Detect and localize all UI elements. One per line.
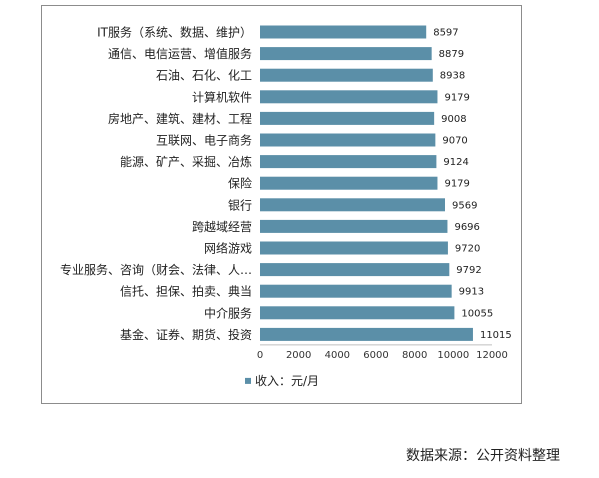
bar: [260, 68, 433, 82]
category-label: 能源、矿产、采掘、冶炼: [120, 154, 252, 169]
x-axis: 0 2000 4000 6000 8000 10000 12000: [257, 344, 508, 361]
data-label: 9008: [441, 114, 466, 125]
legend-swatch: [245, 377, 251, 384]
x-tick-label: 4000: [325, 350, 350, 361]
bar: [260, 241, 448, 255]
bar: [260, 198, 446, 212]
category-label: 计算机软件: [192, 89, 252, 104]
data-label: 8597: [433, 28, 458, 39]
data-label: 9070: [442, 136, 467, 147]
data-label: 10055: [461, 308, 493, 319]
data-label: 9720: [455, 244, 480, 255]
bar: [260, 284, 452, 298]
bar: [260, 25, 427, 39]
legend-label: 收入：元/月: [255, 374, 319, 388]
category-label: 基金、证券、期货、投资: [120, 327, 252, 342]
data-label: 11015: [480, 330, 512, 341]
data-label: 9792: [456, 265, 481, 276]
category-label: 通信、电信运营、增值服务: [108, 46, 252, 61]
bar: [260, 133, 436, 147]
chart-frame: IT服务（系统、数据、维护） 通信、电信运营、增值服务石油、石化、化工计算机软件房…: [41, 5, 522, 404]
data-label: 9696: [454, 222, 479, 233]
data-label: 9913: [459, 287, 484, 298]
data-label: 9569: [452, 200, 477, 211]
value-labels: 8597 8879 8938 9179 9008 9070 9124 9179 9569 9696…: [433, 28, 512, 341]
category-label: 跨越域经营: [192, 220, 252, 234]
bar: [260, 111, 435, 125]
data-label: 9179: [444, 179, 469, 190]
category-label: 信托、担保、拍卖、典当: [120, 284, 252, 299]
category-label: 专业服务、咨询（财会、法律、人…: [60, 262, 252, 277]
x-tick-label: 2000: [286, 350, 311, 361]
bar-chart: IT服务（系统、数据、维护） 通信、电信运营、增值服务石油、石化、化工计算机软件房…: [60, 25, 512, 388]
bar: [260, 176, 438, 190]
bar: [260, 306, 455, 320]
x-tick-label: 10000: [437, 350, 469, 361]
data-label: 9124: [443, 157, 468, 168]
bar: [260, 327, 473, 341]
x-tick-label: 8000: [402, 350, 427, 361]
category-label: 互联网、电子商务: [156, 133, 252, 148]
bar: [260, 90, 438, 104]
legend: 收入：元/月: [245, 374, 319, 388]
data-label: 8879: [439, 49, 464, 60]
x-tick-label: 12000: [476, 350, 508, 361]
category-label: 房地产、建筑、建材、工程: [108, 111, 252, 126]
category-labels: IT服务（系统、数据、维护） 通信、电信运营、增值服务石油、石化、化工计算机软件房…: [60, 25, 252, 342]
category-label: 石油、石化、化工: [156, 69, 252, 83]
x-tick-label: 0: [257, 350, 263, 361]
category-label: IT服务（系统、数据、维护）: [97, 25, 252, 40]
bar: [260, 47, 432, 61]
bar: [260, 263, 450, 277]
category-label: 网络游戏: [204, 241, 252, 256]
category-label: 中介服务: [204, 305, 252, 320]
data-label: 9179: [444, 92, 469, 103]
category-label: 保险: [228, 176, 252, 191]
category-label: 银行: [228, 198, 252, 212]
bar: [260, 155, 437, 169]
bar: [260, 219, 448, 233]
bars-layer: [260, 25, 473, 341]
data-label: 8938: [440, 71, 465, 82]
source-note: 数据来源：公开资料整理: [406, 448, 560, 464]
x-tick-label: 6000: [363, 350, 388, 361]
